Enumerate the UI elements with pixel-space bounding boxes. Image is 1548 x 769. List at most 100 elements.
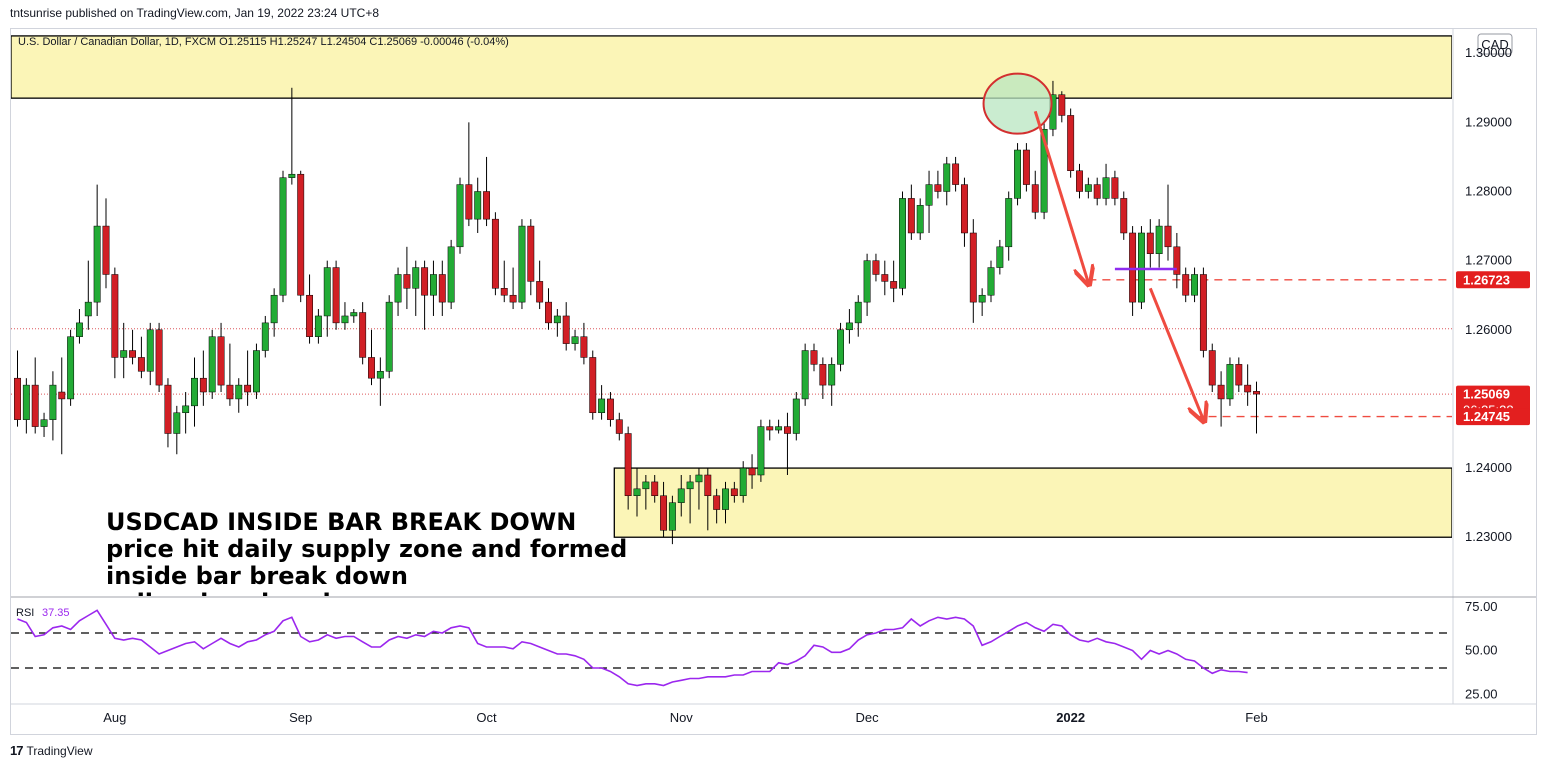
candle[interactable] <box>748 454 756 489</box>
candle[interactable] <box>323 260 331 337</box>
candle[interactable] <box>412 260 420 316</box>
candle[interactable] <box>1217 371 1225 427</box>
candle[interactable] <box>182 392 190 434</box>
candle[interactable] <box>235 378 243 413</box>
candle[interactable] <box>297 170 305 303</box>
candle[interactable] <box>934 170 942 199</box>
candle[interactable] <box>660 481 667 538</box>
candle[interactable] <box>819 357 827 399</box>
candle[interactable] <box>695 468 703 510</box>
candle[interactable] <box>854 295 862 337</box>
candle[interactable] <box>952 156 960 192</box>
candle[interactable] <box>872 253 880 282</box>
candle[interactable] <box>863 253 871 316</box>
candle[interactable] <box>739 461 747 503</box>
candle[interactable] <box>84 260 92 330</box>
candle[interactable] <box>14 350 21 427</box>
candle[interactable] <box>1014 143 1021 206</box>
candle[interactable] <box>58 357 66 455</box>
rsi-line[interactable] <box>17 609 1248 687</box>
candle[interactable] <box>1235 357 1243 393</box>
candle[interactable] <box>1138 226 1145 310</box>
candle[interactable] <box>881 260 889 296</box>
candle[interactable] <box>1226 357 1234 406</box>
candle[interactable] <box>93 184 101 316</box>
candle[interactable] <box>270 288 278 337</box>
candle[interactable] <box>368 329 375 386</box>
candle[interactable] <box>509 267 517 310</box>
supply-zone[interactable] <box>11 35 1452 99</box>
candle[interactable] <box>1146 219 1154 268</box>
candle[interactable] <box>1067 108 1075 178</box>
candle[interactable] <box>651 474 659 503</box>
candle[interactable] <box>704 468 712 531</box>
candle[interactable] <box>801 343 809 406</box>
candle[interactable] <box>978 288 986 316</box>
candle[interactable] <box>571 329 579 351</box>
candle[interactable] <box>961 177 968 247</box>
candle[interactable] <box>332 260 340 330</box>
candle[interactable] <box>137 336 145 379</box>
candle[interactable] <box>1120 191 1128 240</box>
candle[interactable] <box>76 309 83 344</box>
candle[interactable] <box>447 239 455 310</box>
candle[interactable] <box>624 426 632 510</box>
candle[interactable] <box>500 260 508 303</box>
price-pane[interactable]: U.S. Dollar / Canadian Dollar, 1D, FXCM … <box>11 35 1452 617</box>
candle[interactable] <box>810 343 818 372</box>
candle[interactable] <box>607 392 614 427</box>
candle[interactable] <box>845 309 853 344</box>
candle[interactable] <box>996 239 1004 275</box>
down-arrow-1[interactable] <box>1148 287 1203 419</box>
candle[interactable] <box>677 474 685 517</box>
candle[interactable] <box>191 357 198 427</box>
candle[interactable] <box>899 191 906 296</box>
candle[interactable] <box>686 474 694 524</box>
candle[interactable] <box>421 260 429 330</box>
candle[interactable] <box>828 357 836 406</box>
candle[interactable] <box>341 302 349 330</box>
candle[interactable] <box>1084 177 1092 199</box>
candle[interactable] <box>925 170 933 233</box>
candle[interactable] <box>199 350 207 406</box>
candle[interactable] <box>1102 163 1110 206</box>
candle[interactable] <box>1253 381 1260 434</box>
candle[interactable] <box>288 87 296 185</box>
candle[interactable] <box>491 212 499 296</box>
candle[interactable] <box>155 322 163 393</box>
candle[interactable] <box>403 246 411 310</box>
candle[interactable] <box>527 219 535 296</box>
candle[interactable] <box>261 315 269 358</box>
candle[interactable] <box>376 357 384 406</box>
demand-zone[interactable] <box>613 467 1452 538</box>
candle[interactable] <box>31 357 39 434</box>
candle[interactable] <box>642 474 650 510</box>
candle[interactable] <box>536 260 544 310</box>
candle[interactable] <box>49 371 57 441</box>
candle[interactable] <box>306 274 314 344</box>
candle[interactable] <box>1208 343 1216 393</box>
candle[interactable] <box>244 350 252 406</box>
candle[interactable] <box>465 122 473 227</box>
candle[interactable] <box>969 219 977 323</box>
price-tag-0[interactable] <box>1456 271 1530 289</box>
candle[interactable] <box>562 302 570 351</box>
candle[interactable] <box>837 322 844 372</box>
candle[interactable] <box>1093 177 1101 206</box>
candle[interactable] <box>102 198 110 289</box>
candle[interactable] <box>766 419 774 441</box>
candle[interactable] <box>792 392 800 441</box>
candle[interactable] <box>713 488 721 524</box>
candle[interactable] <box>1129 226 1137 316</box>
candle[interactable] <box>1164 184 1172 261</box>
candle[interactable] <box>111 267 119 379</box>
down-arrow-0[interactable] <box>1033 110 1088 282</box>
candle[interactable] <box>907 184 915 240</box>
candle[interactable] <box>1076 163 1083 199</box>
candle[interactable] <box>385 295 393 379</box>
candle[interactable] <box>359 302 367 365</box>
candle[interactable] <box>314 309 322 344</box>
candle[interactable] <box>430 260 437 316</box>
candle[interactable] <box>474 177 482 233</box>
